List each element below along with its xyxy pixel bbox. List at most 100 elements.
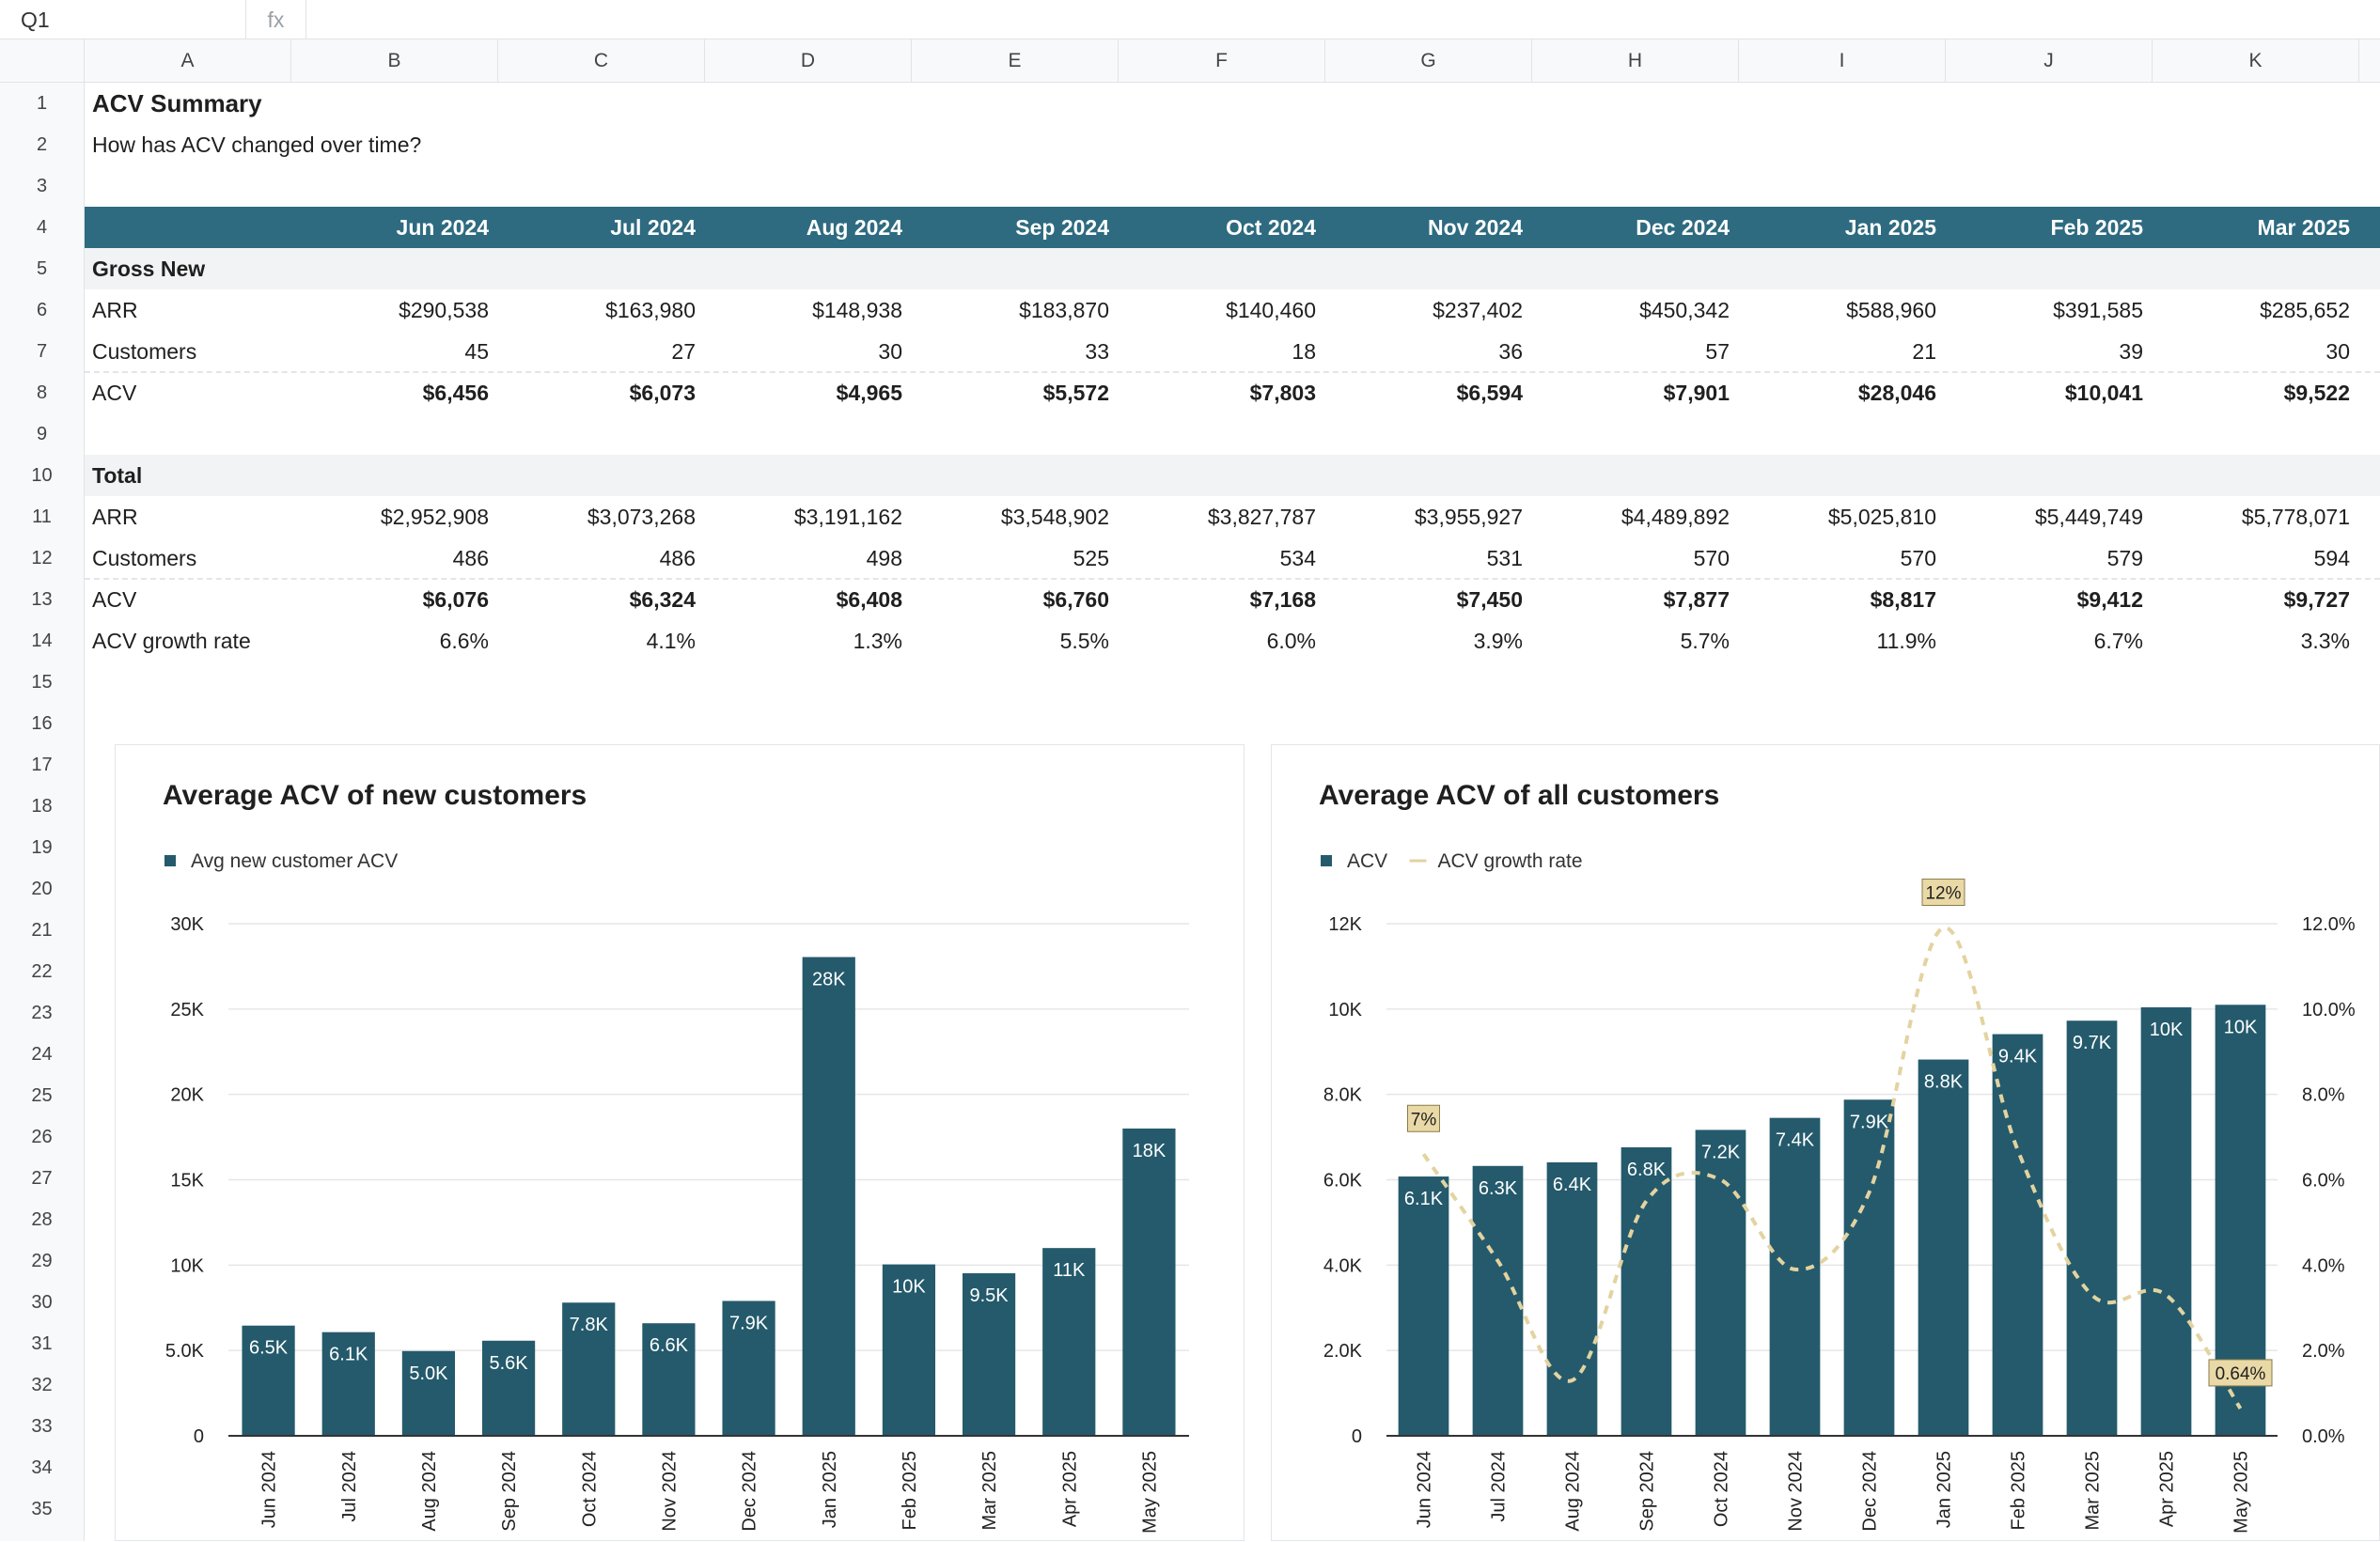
month-header-cell[interactable]: Oct 2024 [1226, 215, 1316, 240]
total-row-customers-cell[interactable]: 534 [1279, 546, 1316, 570]
growth-rate-line[interactable] [1421, 926, 2243, 1410]
gross_new-row-arr-cell[interactable]: $391,585 [2053, 298, 2143, 322]
month-header-cell[interactable]: Dec 2024 [1636, 215, 1730, 240]
row-header-35[interactable]: 35 [31, 1499, 53, 1519]
total-row-acv-cell[interactable]: $8,817 [1870, 587, 1936, 612]
row-header-22[interactable]: 22 [31, 961, 53, 982]
gross_new-row-customers-cell[interactable]: 33 [1085, 339, 1109, 364]
gross_new-row-acv-cell[interactable]: $7,901 [1663, 381, 1730, 405]
row-header-21[interactable]: 21 [31, 920, 53, 941]
row-header-20[interactable]: 20 [31, 879, 53, 899]
sheet-title[interactable]: ACV Summary [92, 89, 262, 117]
total-row-arr-cell[interactable]: $3,955,927 [1414, 505, 1523, 529]
total-row-acv-growth-rate-cell[interactable]: 3.9% [1473, 629, 1523, 653]
bar[interactable] [562, 1302, 616, 1436]
month-header-cell[interactable]: Jul 2024 [610, 215, 696, 240]
month-header-cell[interactable]: Feb 2025 [2050, 215, 2143, 240]
row-header-2[interactable]: 2 [36, 134, 48, 155]
row-header-34[interactable]: 34 [31, 1457, 53, 1478]
gross_new-row-arr-label[interactable]: ARR [92, 298, 138, 322]
total-row-acv-cell[interactable]: $6,408 [836, 587, 902, 612]
month-header-cell[interactable]: Jan 2025 [1844, 215, 1936, 240]
gross_new-row-customers-label[interactable]: Customers [92, 339, 197, 364]
column-header-b[interactable]: B [291, 39, 498, 82]
row-header-8[interactable]: 8 [36, 382, 48, 403]
bar[interactable] [242, 1325, 295, 1436]
bar[interactable] [321, 1332, 375, 1436]
bar[interactable] [642, 1323, 696, 1436]
column-header-a[interactable]: A [85, 39, 291, 82]
row-header-6[interactable]: 6 [36, 300, 48, 320]
total-row-acv-growth-rate-cell[interactable]: 3.3% [2300, 629, 2350, 653]
gross_new-row-arr-cell[interactable]: $285,652 [2260, 298, 2350, 322]
gross_new-row-arr-cell[interactable]: $148,938 [812, 298, 902, 322]
row-header-3[interactable]: 3 [36, 176, 48, 196]
row-header-5[interactable]: 5 [36, 258, 48, 279]
bar[interactable] [1042, 1248, 1096, 1436]
gross_new-row-acv-cell[interactable]: $9,522 [2283, 381, 2350, 405]
gross_new-row-arr-cell[interactable]: $290,538 [399, 298, 489, 322]
total-row-arr-cell[interactable]: $3,191,162 [793, 505, 902, 529]
gross_new-row-acv-cell[interactable]: $7,803 [1249, 381, 1316, 405]
total-row-acv-label[interactable]: ACV [92, 587, 137, 612]
gross_new-row-arr-cell[interactable]: $450,342 [1639, 298, 1730, 322]
row-header-27[interactable]: 27 [31, 1168, 53, 1189]
total-row-customers-cell[interactable]: 486 [659, 546, 696, 570]
total-row-acv-growth-rate-label[interactable]: ACV growth rate [92, 629, 251, 653]
bar[interactable] [2066, 1020, 2118, 1436]
bar[interactable] [722, 1301, 775, 1436]
total-row-arr-cell[interactable]: $3,073,268 [587, 505, 696, 529]
row-header-23[interactable]: 23 [31, 1003, 53, 1023]
row-header-28[interactable]: 28 [31, 1209, 53, 1230]
column-header-g[interactable]: G [1325, 39, 1532, 82]
sheet-subtitle[interactable]: How has ACV changed over time? [92, 132, 422, 157]
row-header-9[interactable]: 9 [36, 424, 48, 444]
bar[interactable] [882, 1264, 936, 1436]
column-header-i[interactable]: I [1739, 39, 1946, 82]
total-row-acv-growth-rate-cell[interactable]: 6.7% [2093, 629, 2143, 653]
month-header-cell[interactable]: Mar 2025 [2257, 215, 2350, 240]
row-header-11[interactable]: 11 [32, 506, 52, 527]
month-header-cell[interactable]: Sep 2024 [1015, 215, 1109, 240]
total-row-acv-growth-rate-cell[interactable]: 1.3% [853, 629, 902, 653]
gross_new-row-arr-cell[interactable]: $183,870 [1019, 298, 1109, 322]
total-row-customers-cell[interactable]: 498 [866, 546, 902, 570]
row-header-33[interactable]: 33 [31, 1416, 53, 1437]
gross_new-row-customers-cell[interactable]: 30 [878, 339, 902, 364]
total-row-acv-cell[interactable]: $7,877 [1663, 587, 1730, 612]
total-row-customers-cell[interactable]: 579 [2106, 546, 2143, 570]
column-header-h[interactable]: H [1532, 39, 1739, 82]
total-row-customers-cell[interactable]: 594 [2313, 546, 2350, 570]
name-box[interactable]: Q1 [0, 0, 246, 39]
gross_new-row-customers-cell[interactable]: 39 [2119, 339, 2143, 364]
chart-avg-acv-new-customers[interactable]: Average ACV of new customers Avg new cust… [115, 744, 1245, 1541]
row-header-25[interactable]: 25 [31, 1085, 53, 1106]
bar[interactable] [802, 957, 855, 1436]
row-header-16[interactable]: 16 [31, 713, 53, 734]
row-header-30[interactable]: 30 [31, 1292, 53, 1313]
bar[interactable] [1992, 1034, 2043, 1436]
select-all-corner[interactable] [0, 39, 85, 82]
gross_new-row-arr-cell[interactable]: $237,402 [1433, 298, 1523, 322]
gross_new-row-acv-cell[interactable]: $6,456 [422, 381, 489, 405]
row-header-14[interactable]: 14 [31, 631, 53, 651]
bar[interactable] [481, 1340, 536, 1436]
total-row-acv-growth-rate-cell[interactable]: 6.0% [1266, 629, 1316, 653]
total-row-acv-cell[interactable]: $7,450 [1456, 587, 1523, 612]
bar[interactable] [1918, 1059, 1969, 1436]
gross_new-row-arr-cell[interactable]: $163,980 [605, 298, 696, 322]
total-row-acv-growth-rate-cell[interactable]: 5.7% [1680, 629, 1730, 653]
total-row-customers-label[interactable]: Customers [92, 546, 197, 570]
total-section-label[interactable]: Total [92, 463, 143, 488]
row-header-10[interactable]: 10 [31, 465, 53, 486]
total-row-customers-cell[interactable]: 525 [1073, 546, 1109, 570]
row-header-18[interactable]: 18 [31, 796, 53, 817]
column-header-e[interactable]: E [912, 39, 1119, 82]
month-header-cell[interactable]: Nov 2024 [1427, 215, 1523, 240]
row-header-17[interactable]: 17 [31, 755, 53, 775]
column-header-d[interactable]: D [705, 39, 912, 82]
gross_new-row-customers-cell[interactable]: 57 [1705, 339, 1730, 364]
gross_new-row-acv-label[interactable]: ACV [92, 381, 137, 405]
total-row-acv-growth-rate-cell[interactable]: 4.1% [646, 629, 696, 653]
total-row-customers-cell[interactable]: 570 [1900, 546, 1936, 570]
